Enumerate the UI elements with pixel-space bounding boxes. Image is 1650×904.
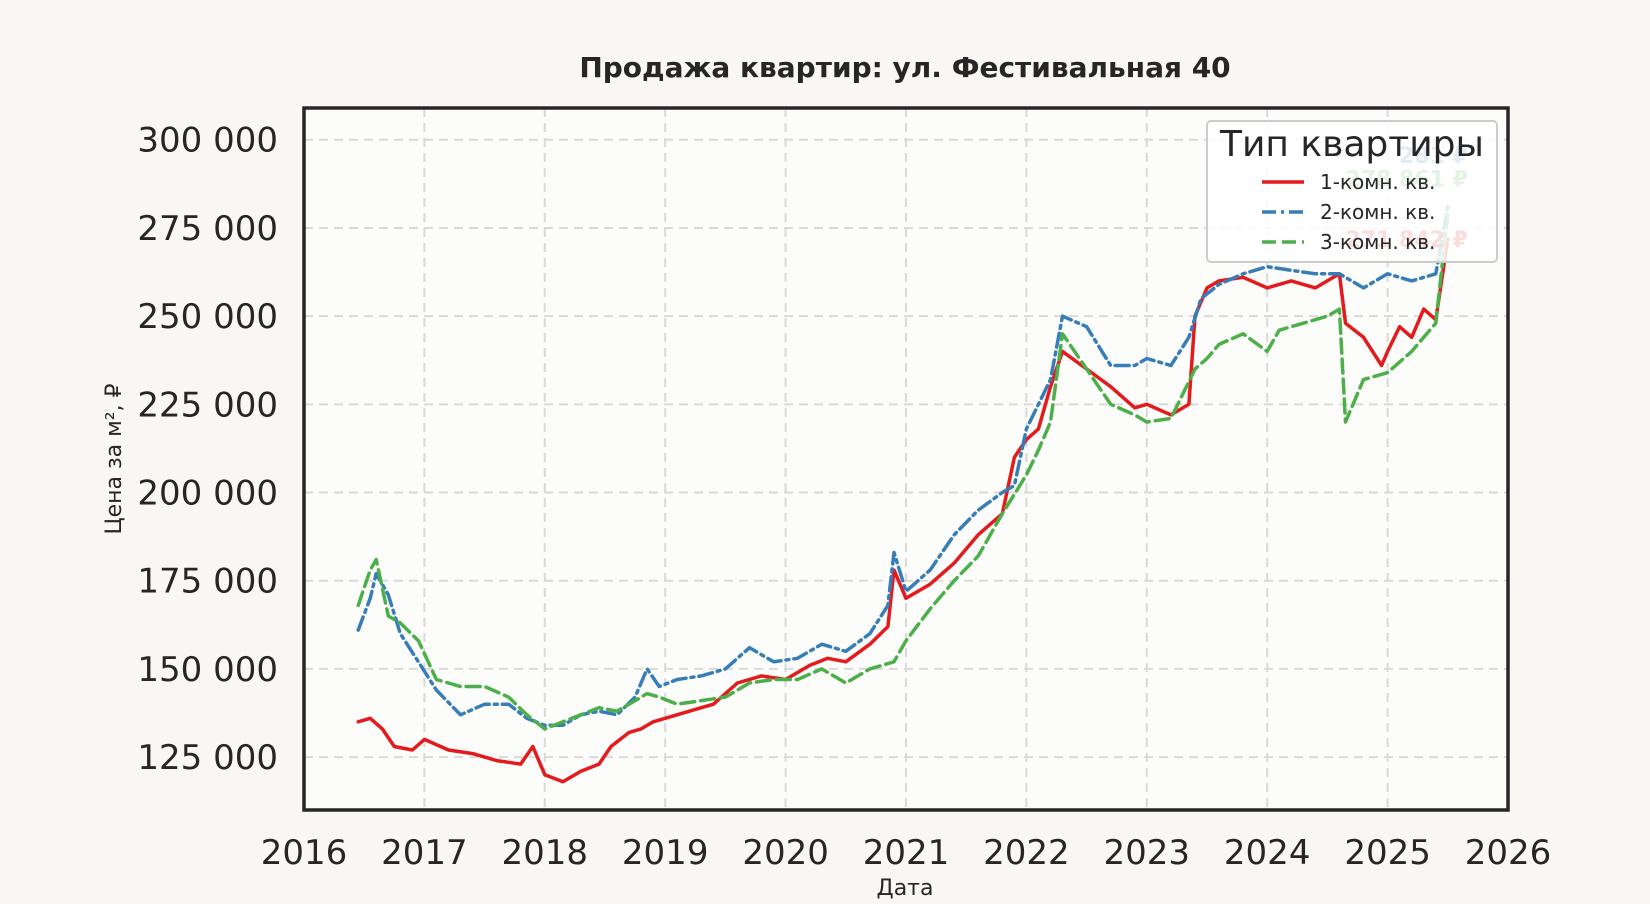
- x-tick-label: 2020: [742, 833, 829, 873]
- series-line-3: [356, 212, 1450, 731]
- legend-box: [1206, 120, 1498, 263]
- y-tick-label: 200 000: [137, 474, 278, 514]
- x-tick-label: 2022: [983, 833, 1070, 873]
- x-tick-label: 2021: [863, 833, 950, 873]
- y-tick-label: 225 000: [137, 385, 278, 425]
- legend: Тип квартиры 1-комн. кв. 2-комн. кв. 3-ком…: [1206, 120, 1498, 263]
- y-tick-label: 175 000: [137, 562, 278, 602]
- x-tick-label: 2017: [381, 833, 468, 873]
- legend-label-2: 2-комн. кв.: [1320, 200, 1435, 224]
- plot-frame: [302, 106, 1510, 812]
- x-tick-label: 2025: [1344, 833, 1431, 873]
- legend-label-3: 3-комн. кв.: [1320, 230, 1435, 254]
- y-tick-label: 250 000: [137, 297, 278, 337]
- chart-title: Продажа квартир: ул. Фестивальная 40: [579, 51, 1230, 84]
- series-group: [356, 205, 1450, 784]
- y-tick-label: 275 000: [137, 209, 278, 249]
- y-tick-label: 150 000: [137, 650, 278, 690]
- x-tick-label: 2023: [1104, 833, 1191, 873]
- grid: [304, 108, 1508, 810]
- x-tick-label: 2018: [502, 833, 589, 873]
- legend-items: 1-комн. кв. 2-комн. кв. 3-комн. кв.: [1262, 170, 1435, 254]
- legend-title: Тип квартиры: [1219, 124, 1484, 165]
- series-line-2: [356, 205, 1450, 728]
- y-axis-title: Цена за м², ₽: [102, 383, 127, 534]
- y-axis-ticks: 125 000 150 000 175 000 200 000 225 000 250 0…: [137, 121, 278, 778]
- series-line-1: [356, 237, 1450, 784]
- x-tick-label: 2024: [1224, 833, 1311, 873]
- y-tick-label: 300 000: [137, 121, 278, 161]
- x-tick-label: 2016: [261, 833, 348, 873]
- x-tick-label: 2026: [1465, 833, 1552, 873]
- x-tick-label: 2019: [622, 833, 709, 873]
- y-tick-label: 125 000: [137, 738, 278, 778]
- x-axis-ticks: 2016 2017 2018 2019 2020 2021 2022 2023 2024 2025…: [261, 833, 1552, 873]
- x-axis-title: Дата: [877, 876, 934, 900]
- legend-label-1: 1-комн. кв.: [1320, 170, 1435, 194]
